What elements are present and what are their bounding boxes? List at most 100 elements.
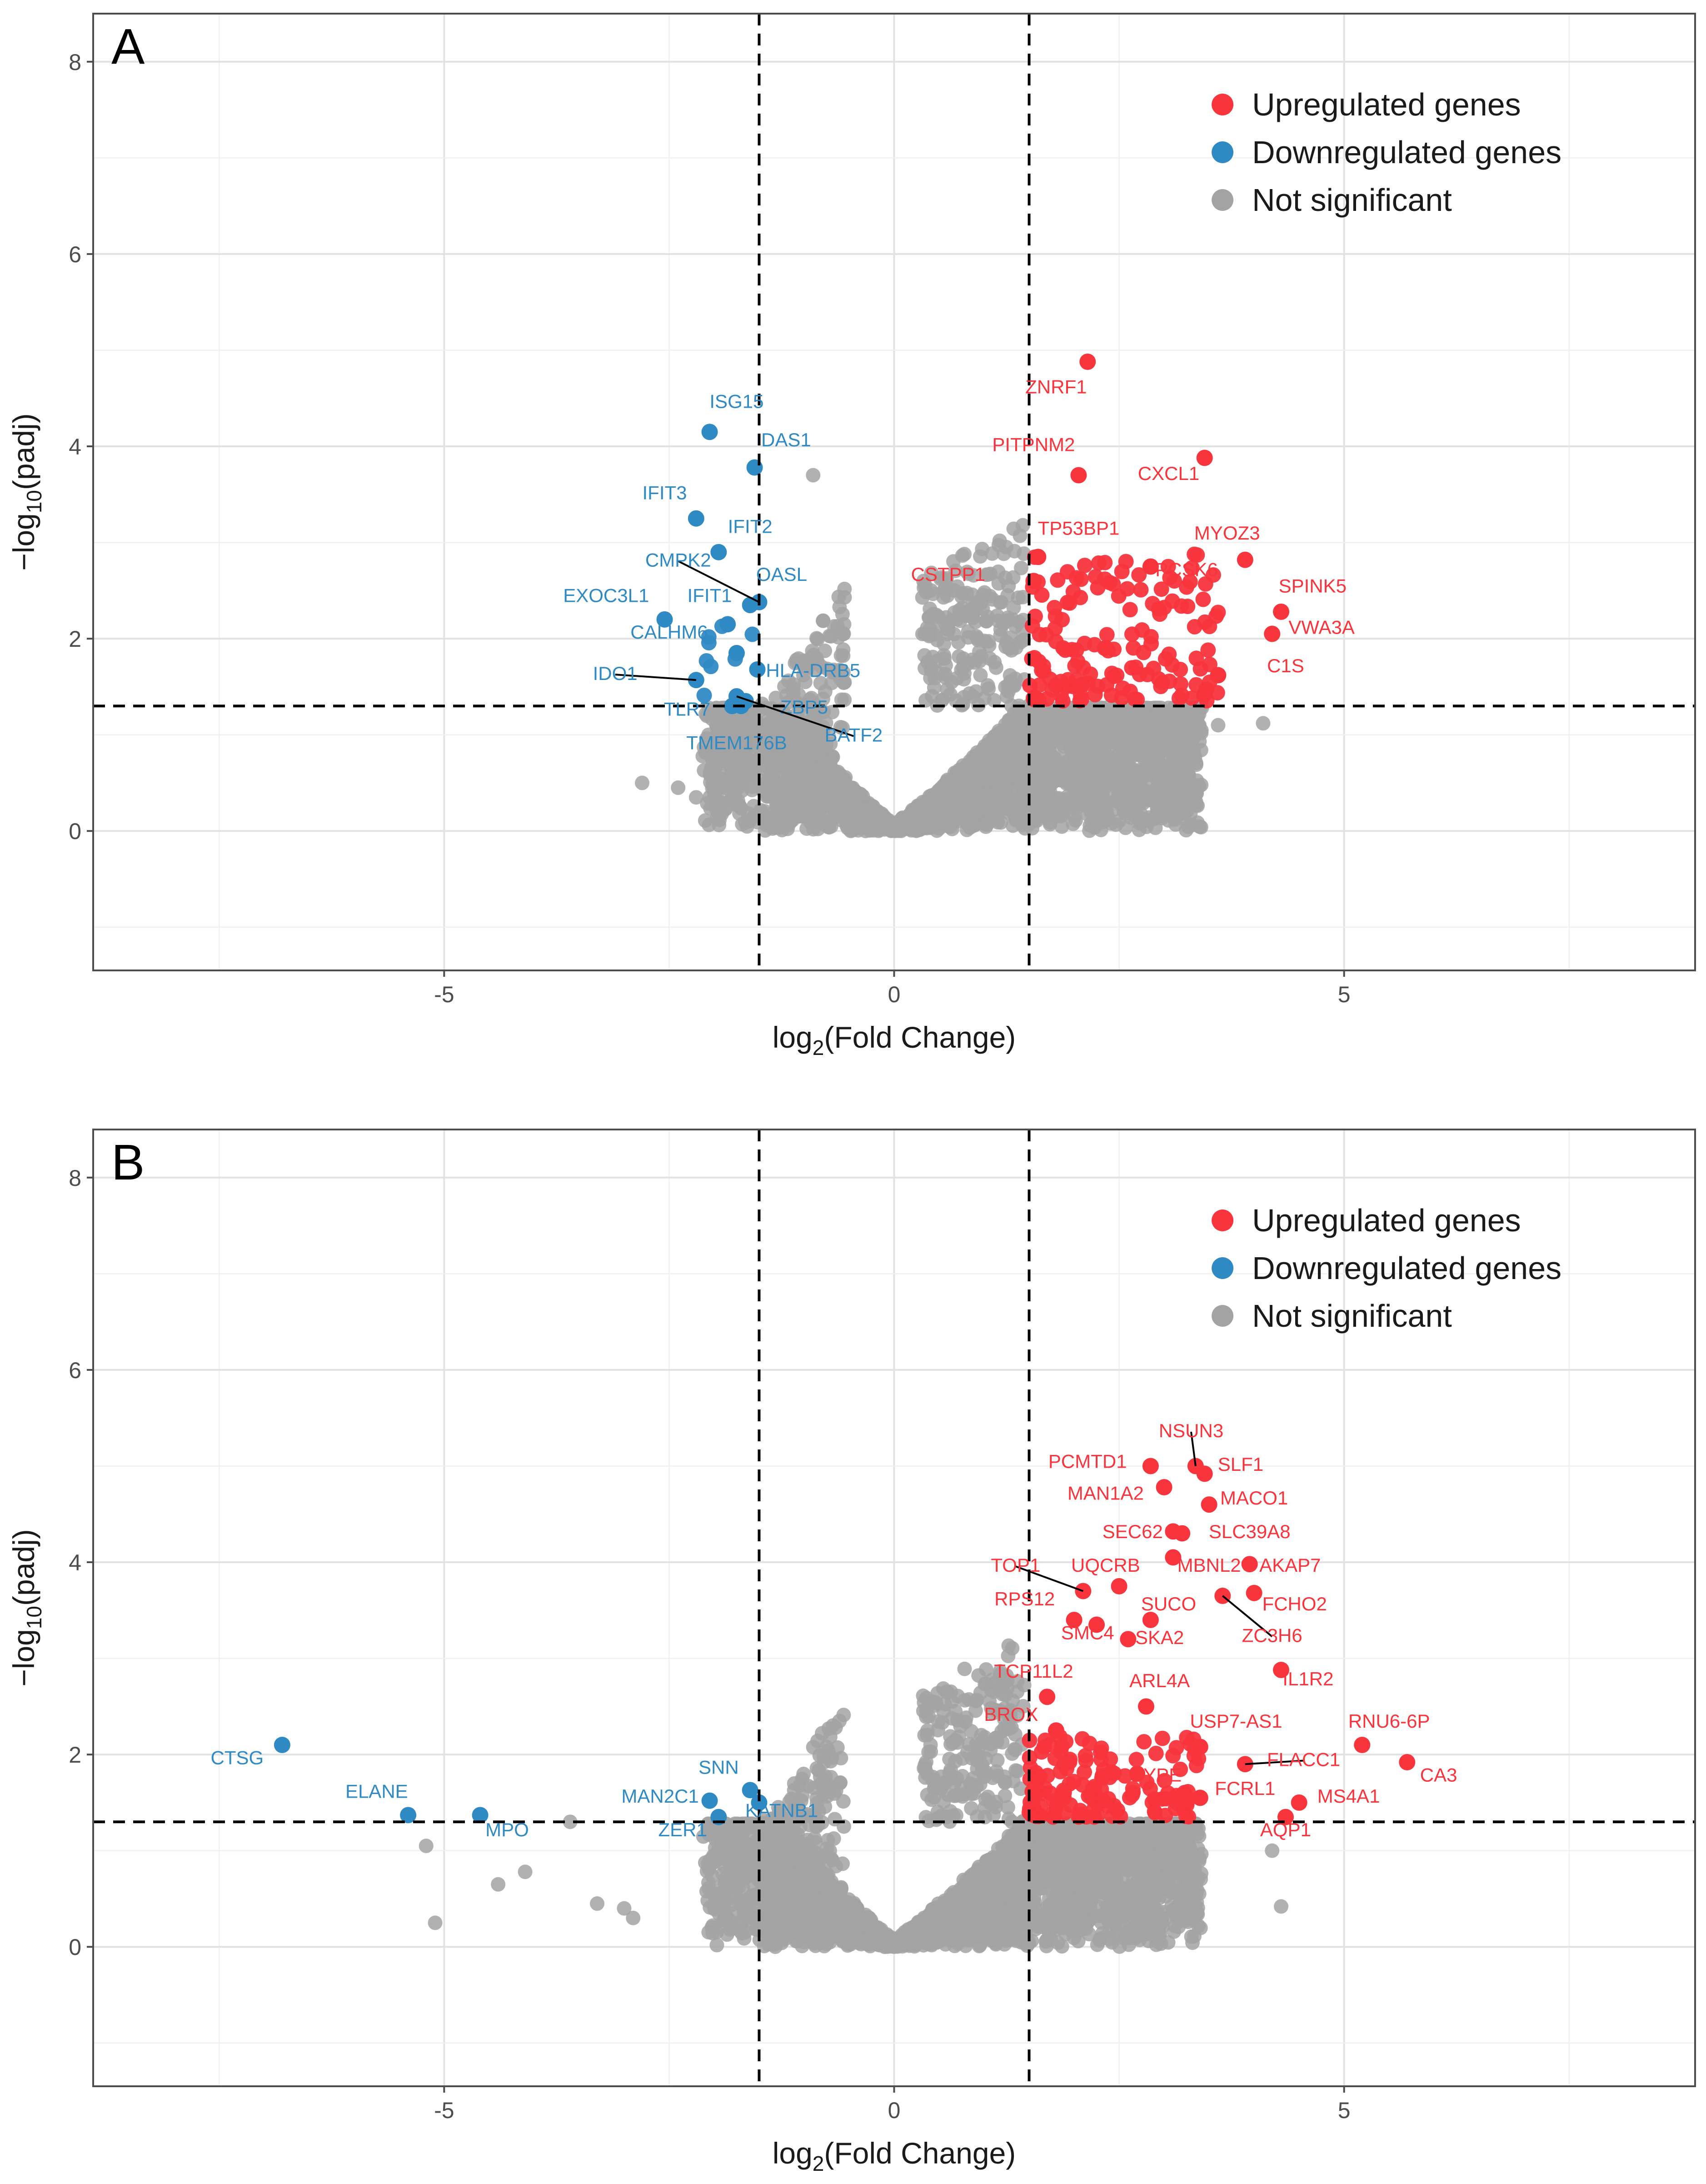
point-not-significant	[817, 801, 832, 816]
gene-label-batf2: BATF2	[825, 724, 883, 745]
gene-label-myoz3: MYOZ3	[1194, 522, 1260, 544]
point-not-significant	[956, 762, 971, 777]
point-not-significant	[1014, 560, 1029, 575]
point-not-significant	[1009, 640, 1024, 655]
point-not-significant	[1119, 765, 1134, 780]
point-not-significant	[798, 808, 813, 823]
point-not-significant	[809, 631, 824, 646]
point-upregulated	[1143, 629, 1159, 645]
point-not-significant	[1161, 725, 1176, 740]
gene-label-ifit2: IFIT2	[728, 515, 773, 537]
point-not-significant	[1185, 1935, 1200, 1950]
point-upregulated	[1200, 642, 1216, 658]
point-upregulated	[1098, 640, 1114, 655]
legend-down-label: Downregulated genes	[1252, 135, 1561, 170]
point-not-significant	[729, 767, 744, 782]
point-upregulated	[1102, 575, 1117, 590]
gene-label-das1: DAS1	[761, 429, 811, 450]
point-not-significant	[973, 763, 988, 778]
point-not-significant	[728, 723, 743, 738]
point-calhm6	[728, 645, 745, 661]
panel-grid	[93, 14, 1695, 970]
point-not-significant	[1079, 796, 1094, 811]
point-not-significant	[926, 607, 941, 622]
y-axis-title-rest: (padj)	[7, 413, 40, 490]
point-upregulated	[1208, 608, 1224, 624]
legend-ns-marker	[1212, 189, 1234, 211]
point-not-significant	[939, 780, 954, 795]
point-ifit2	[710, 544, 727, 560]
gene-label-spink5: SPINK5	[1279, 575, 1347, 597]
point-c1s	[1210, 667, 1227, 684]
point-upregulated	[1070, 678, 1086, 694]
point-upregulated	[1196, 687, 1212, 703]
point-not-significant	[1004, 739, 1019, 754]
point-not-significant	[1000, 588, 1015, 603]
point-not-significant	[996, 750, 1011, 765]
point-not-significant	[1256, 716, 1271, 731]
gene-label-oasl: OASL	[756, 564, 807, 585]
legend-up-label: Upregulated genes	[1252, 87, 1521, 122]
point-not-significant	[744, 769, 759, 784]
point-not-significant	[929, 787, 944, 802]
point-upregulated	[1059, 564, 1075, 580]
point-not-significant	[1177, 812, 1192, 827]
gene-label-pitpnm2: PITPNM2	[992, 434, 1075, 455]
point-not-significant	[962, 686, 977, 701]
point-not-significant	[837, 581, 852, 596]
legend-ns-label: Not significant	[1252, 182, 1452, 218]
point-not-significant	[1167, 771, 1182, 786]
point-not-significant	[839, 818, 854, 833]
gene-label-cstpp1: CSTPP1	[911, 564, 985, 585]
point-not-significant	[1095, 780, 1110, 795]
point-not-significant	[948, 795, 963, 810]
y-axis-title: −log10(padj)	[7, 413, 46, 571]
gene-label-c1s: C1S	[1267, 655, 1304, 676]
gene-label-tlr7: TLR7	[664, 698, 711, 720]
point-not-significant	[1002, 802, 1017, 817]
gene-label-ifit1: IFIT1	[688, 585, 732, 606]
point-not-significant	[1045, 773, 1060, 788]
point-not-significant	[1192, 819, 1207, 834]
point-not-significant	[698, 745, 713, 760]
point-not-significant	[998, 787, 1013, 802]
point-not-significant	[1064, 731, 1079, 746]
point-isg15	[701, 424, 718, 440]
point-not-significant	[738, 815, 753, 830]
point-not-significant	[635, 775, 650, 790]
point-not-significant	[1012, 790, 1027, 805]
gene-label-vwa3a: VWA3A	[1288, 617, 1354, 638]
point-not-significant	[856, 801, 871, 816]
point-not-significant	[829, 788, 844, 803]
point-not-significant	[969, 601, 984, 616]
gene-label-ido1: IDO1	[593, 663, 638, 684]
point-not-significant	[960, 817, 975, 832]
point-not-significant	[1082, 818, 1097, 833]
point-not-significant	[911, 822, 926, 837]
point-not-significant	[858, 824, 873, 839]
point-not-significant	[768, 820, 783, 835]
point-not-significant	[1013, 528, 1028, 543]
x-axis-title: log2(Fold Change)	[773, 1020, 1016, 1060]
point-not-significant	[1106, 700, 1121, 715]
point-not-significant	[978, 819, 993, 834]
point-not-significant	[1157, 760, 1172, 775]
y-axis-title-sub: 10	[22, 490, 46, 513]
not-significant-points	[635, 468, 1271, 839]
point-not-significant	[1192, 706, 1207, 721]
point-not-significant	[937, 648, 952, 663]
point-not-significant	[1065, 748, 1080, 763]
point-not-significant	[1161, 700, 1176, 715]
point-not-significant	[1022, 723, 1037, 738]
point-upregulated	[1173, 598, 1189, 614]
point-not-significant	[1134, 704, 1149, 719]
point-not-significant	[800, 760, 815, 775]
point-upregulated	[1118, 554, 1134, 570]
point-not-significant	[701, 727, 716, 742]
point-upregulated	[1091, 555, 1107, 571]
point-upregulated	[1122, 602, 1138, 618]
point-not-significant	[1056, 795, 1071, 810]
point-myoz3	[1237, 551, 1253, 568]
